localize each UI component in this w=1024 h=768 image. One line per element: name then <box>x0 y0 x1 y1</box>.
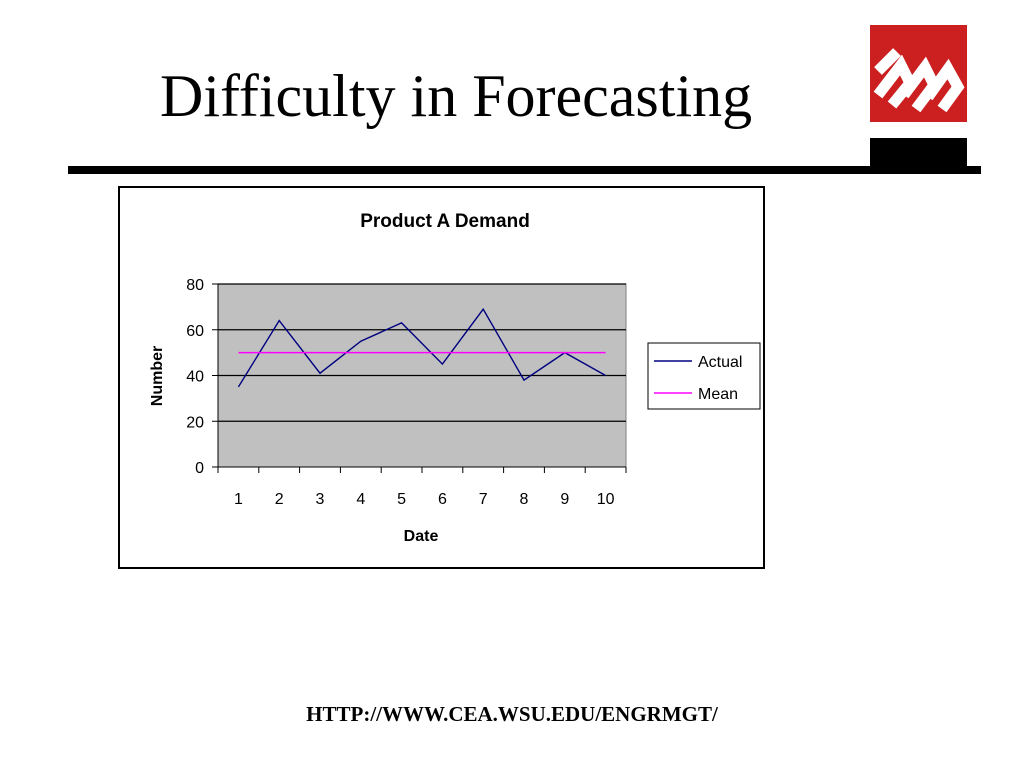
x-tick-label: 3 <box>316 491 325 508</box>
y-tick-label: 20 <box>186 414 204 431</box>
demand-chart: Product A Demand Number Date 0 20 40 60 80 1 2… <box>149 211 761 545</box>
x-tick-label: 6 <box>438 491 447 508</box>
y-tick-label: 80 <box>186 277 204 294</box>
y-tick-label: 40 <box>186 369 204 386</box>
y-axis-label: Number <box>149 346 166 406</box>
x-tick-label: 1 <box>234 491 243 508</box>
legend-box <box>647 342 761 410</box>
x-tick-label: 7 <box>479 491 488 508</box>
chart-title: Product A Demand <box>360 211 530 232</box>
x-axis-label: Date <box>404 528 439 545</box>
series-line-actual <box>237 307 606 388</box>
x-tick-label: 5 <box>397 491 406 508</box>
y-tick-label: 0 <box>195 460 204 477</box>
footer-url[interactable]: HTTP://WWW.CEA.WSU.EDU/ENGRMGT/ <box>306 702 718 726</box>
x-tick-label: 9 <box>560 491 569 508</box>
legend-label: Mean <box>698 386 738 403</box>
x-tick-label: 2 <box>275 491 284 508</box>
y-tick-label: 60 <box>186 323 204 340</box>
wsu-logo-icon <box>870 25 967 122</box>
x-tick-label: 10 <box>597 491 615 508</box>
legend-label: Actual <box>698 354 742 371</box>
header-rule <box>68 166 981 174</box>
slide-title: Difficulty in Forecasting <box>160 63 753 129</box>
chart-frame: Product A Demand Number Date 0 20 40 60 80 1 2… <box>118 186 765 569</box>
x-tick-label: 8 <box>520 491 529 508</box>
x-tick-label: 4 <box>356 491 365 508</box>
